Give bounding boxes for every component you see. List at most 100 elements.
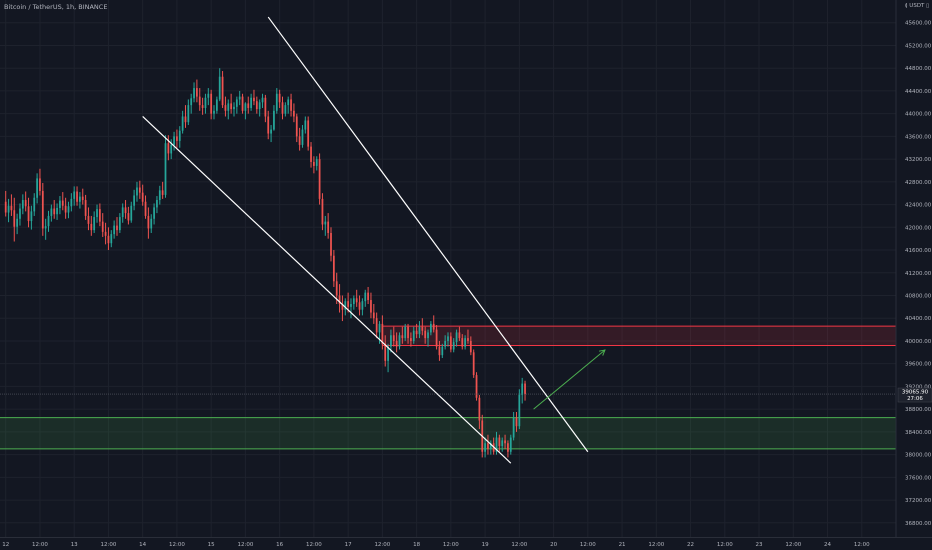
x-tick-label: 12:00 [785, 542, 801, 548]
candle-down [330, 232, 332, 256]
candle-down [307, 120, 310, 147]
candle-down [410, 338, 412, 341]
candle-up [495, 437, 498, 452]
candle-up [7, 205, 10, 213]
candle-down [415, 330, 418, 335]
y-tick-label: 40800.00 [905, 293, 932, 299]
candle-up [398, 335, 401, 347]
last-price-value: 39065.90 [902, 390, 929, 396]
candle-down [10, 205, 13, 211]
currency-unit-label[interactable]: ≬ USDT ▯ [905, 3, 930, 9]
candle-down [290, 99, 292, 111]
candle-up [190, 98, 193, 106]
candle-up [361, 301, 364, 310]
candle-down [210, 93, 213, 114]
candle-down [81, 196, 84, 201]
candle-up [93, 217, 96, 231]
symbol-title[interactable]: Bitcoin / TetherUS, 1h, BINANCE [4, 3, 107, 11]
candle-down [424, 330, 427, 339]
projection-arrow-line [533, 349, 606, 410]
candle-up [238, 96, 241, 100]
candle-down [161, 190, 164, 195]
y-tick-label: 41600.00 [905, 248, 932, 254]
x-tick-label: 13 [71, 542, 78, 548]
candle-up [404, 326, 407, 339]
x-tick-label: 12:00 [306, 542, 322, 548]
candle-up [70, 198, 73, 207]
candle-down [392, 335, 395, 341]
candle-down [224, 105, 227, 111]
candle-down [87, 215, 90, 224]
resistance-zone [382, 326, 897, 346]
candle-up [36, 178, 38, 198]
candle-down [247, 103, 250, 108]
candle-down [313, 161, 315, 166]
candle-down [167, 143, 170, 154]
candle-up [67, 206, 70, 213]
x-tick-label: 12:00 [101, 542, 117, 548]
y-tick-label: 41200.00 [905, 271, 932, 277]
candle-down [281, 102, 284, 114]
bar-countdown: 27:06 [907, 396, 923, 402]
y-tick-label: 38000.00 [905, 453, 932, 459]
candle-up [79, 196, 81, 202]
candle-up [50, 208, 53, 216]
candle-up [153, 207, 155, 219]
candle-up [173, 136, 175, 145]
candle-down [293, 110, 295, 117]
candle-down [104, 231, 107, 236]
candle-down [467, 338, 469, 341]
candle-down [101, 221, 104, 232]
y-tick-label: 39200.00 [905, 384, 932, 390]
y-tick-label: 42800.00 [905, 180, 932, 186]
x-tick-label: 21 [619, 542, 626, 548]
time-axis[interactable]: 12 12:00 13 12:00 14 12:00 15 12:00 16 12:00 17 12:… [2, 542, 870, 548]
candle-down [278, 93, 281, 103]
candle-up [489, 443, 492, 449]
candle-down [458, 332, 461, 339]
x-tick-label: 12:00 [717, 542, 733, 548]
price-axis[interactable]: 45600.00 45200.00 44800.00 44400.00 44000.00… [905, 21, 932, 527]
x-tick-label: 14 [139, 542, 146, 548]
x-tick-label: 12:00 [443, 542, 459, 548]
candle-up [218, 76, 221, 100]
candle-up [324, 221, 327, 225]
candle-down [367, 292, 369, 301]
candle-down [498, 437, 501, 447]
candle-up [258, 102, 261, 110]
candle-up [136, 187, 138, 196]
last-price-box [897, 387, 932, 403]
candle-down [472, 352, 475, 376]
candle-up [44, 226, 47, 229]
exchange-label: BINANCE [78, 3, 108, 11]
x-tick-label: 12:00 [374, 542, 390, 548]
candle-down [321, 198, 324, 225]
symbol-name: Bitcoin / TetherUS [4, 3, 62, 11]
trendline [142, 116, 512, 464]
candle-up [56, 207, 58, 215]
candle-up [133, 195, 135, 206]
candle-down [98, 209, 101, 222]
y-tick-label: 43600.00 [905, 134, 932, 140]
candle-down [267, 116, 270, 134]
candle-down [39, 178, 41, 191]
candle-up [250, 97, 252, 108]
candle-up [284, 105, 287, 114]
x-tick-label: 12:00 [169, 542, 185, 548]
candle-down [241, 96, 244, 111]
candle-down [341, 304, 344, 310]
candle-up [301, 129, 304, 145]
y-tick-label: 45600.00 [905, 21, 932, 27]
y-tick-label: 42000.00 [905, 225, 932, 231]
candle-up [429, 323, 432, 333]
candle-down [327, 221, 330, 233]
candle-up [121, 207, 124, 218]
candle-down [90, 223, 93, 231]
x-tick-label: 12:00 [511, 542, 527, 548]
candle-down [318, 159, 321, 199]
x-tick-label: 19 [482, 542, 489, 548]
drawings [142, 16, 606, 464]
